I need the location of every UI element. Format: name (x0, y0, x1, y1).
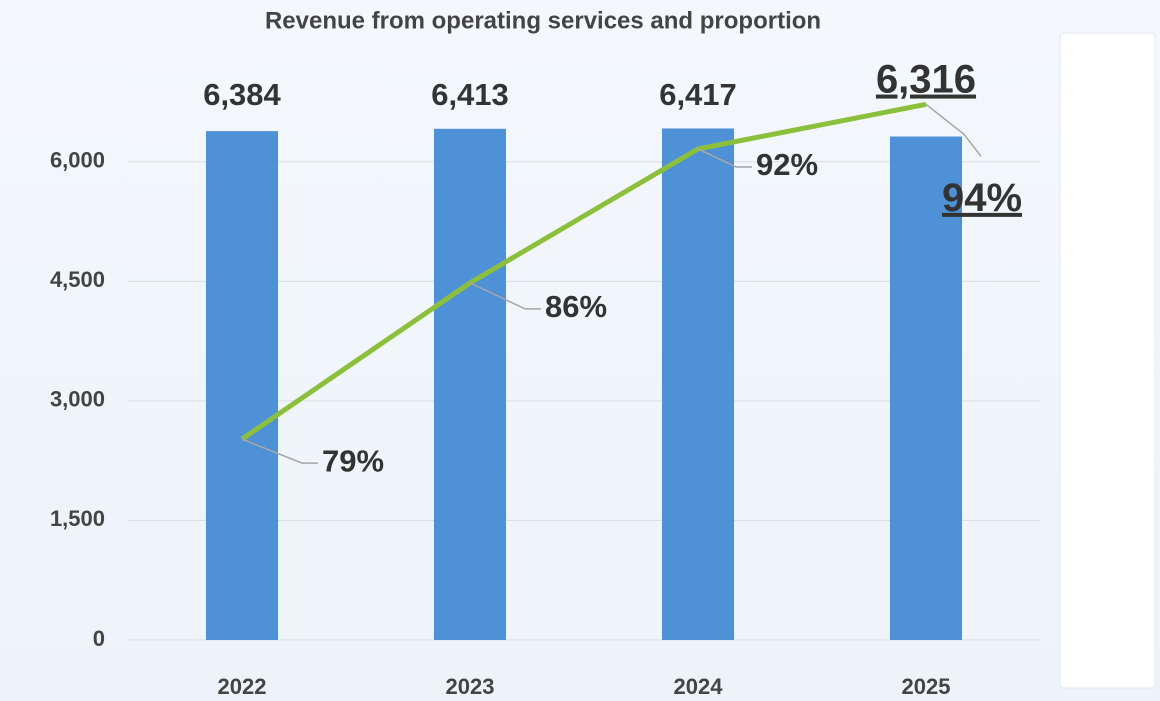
line-value-label: 94% (942, 176, 1022, 220)
x-tick-label: 2022 (218, 674, 267, 699)
bar-value-label: 6,316 (876, 58, 976, 102)
y-tick-label: 4,500 (50, 267, 105, 292)
line (240, 101, 927, 442)
y-tick-label: 3,000 (50, 387, 105, 412)
y-tick-label: 6,000 (50, 148, 105, 173)
leader-line (469, 282, 541, 310)
y-tick-label: 0 (93, 626, 105, 651)
bar-value-label: 6,417 (659, 77, 737, 112)
x-tick-label: 2024 (674, 674, 724, 699)
side-panel (1059, 32, 1156, 689)
bar (205, 131, 279, 640)
leader-line (697, 148, 752, 168)
y-tick-label: 1,500 (50, 506, 105, 531)
line-value-label: 79% (322, 443, 384, 478)
leader-line (925, 103, 982, 157)
leader-line (241, 438, 318, 464)
chart-title: Revenue from operating services and prop… (265, 7, 821, 34)
line-value-label: 92% (756, 147, 818, 182)
bar-value-label: 6,384 (203, 77, 281, 112)
bar (433, 128, 507, 640)
bar (661, 128, 735, 640)
x-tick-label: 2023 (446, 674, 495, 699)
bar-value-label: 6,413 (431, 77, 509, 112)
bar (889, 136, 963, 640)
line-value-label: 86% (545, 289, 607, 324)
x-tick-label: 2025 (902, 674, 951, 699)
